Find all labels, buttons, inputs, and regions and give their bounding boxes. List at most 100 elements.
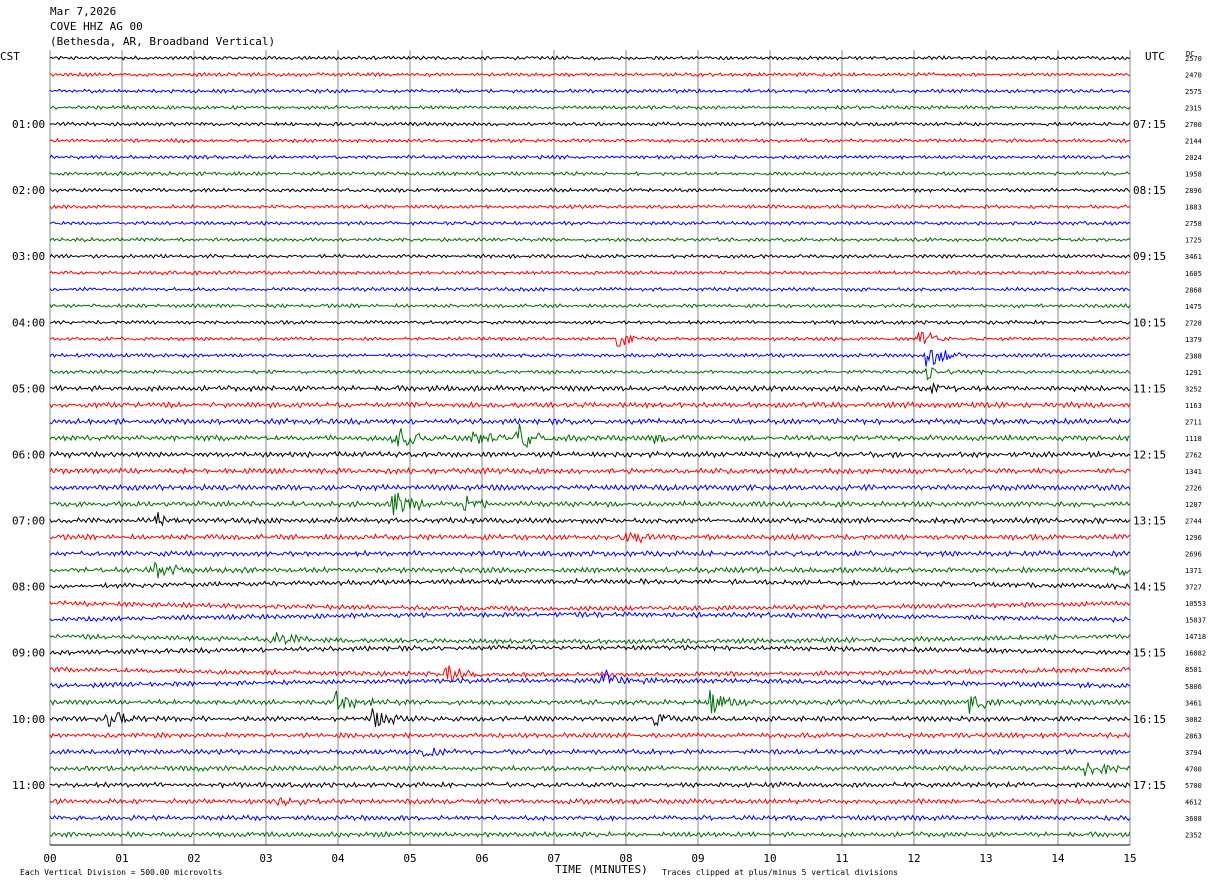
dc-offset-value: 1118 <box>1185 435 1202 443</box>
trace-line <box>49 286 1131 293</box>
right-hour-label: 15:15 <box>1133 647 1166 660</box>
footer-scale-note: Each Vertical Division = 500.00 microvol… <box>20 868 222 877</box>
left-hour-label: 09:00 <box>12 647 45 660</box>
left-hour-label: 01:00 <box>12 118 45 131</box>
trace-line <box>49 747 1131 757</box>
dc-offset-value: 2700 <box>1185 121 1202 129</box>
right-hour-label: 16:15 <box>1133 713 1166 726</box>
x-tick-label: 00 <box>43 852 56 865</box>
dc-offset-value: 2863 <box>1185 732 1202 740</box>
dc-offset-value: 2024 <box>1185 154 1202 162</box>
trace-line <box>49 796 1131 807</box>
trace-line <box>49 170 1131 177</box>
dc-offset-value: 3252 <box>1185 385 1202 393</box>
dc-offset-value: 2762 <box>1185 451 1202 459</box>
dc-offset-value: 1207 <box>1185 501 1202 509</box>
dc-offset-value: 1163 <box>1185 402 1202 410</box>
footer-clip-note: Traces clipped at plus/minus 5 vertical … <box>662 868 898 877</box>
x-tick-label: 07 <box>547 852 560 865</box>
left-hour-label: 02:00 <box>12 184 45 197</box>
dc-offset-value: 1475 <box>1185 303 1202 311</box>
minute-gridlines <box>49 50 1131 846</box>
dc-offset-value: 4700 <box>1185 765 1202 773</box>
trace-line <box>49 187 1131 194</box>
dc-offset-value: 2144 <box>1185 138 1202 146</box>
dc-offset-value: 1341 <box>1185 468 1202 476</box>
trace-line <box>49 780 1131 789</box>
x-tick-label: 08 <box>619 852 632 865</box>
trace-line <box>49 367 1131 381</box>
dc-offset-value: 2388 <box>1185 352 1202 360</box>
dc-offset-value: 2570 <box>1185 55 1202 63</box>
x-tick-label: 04 <box>331 852 345 865</box>
trace-line <box>49 761 1131 777</box>
x-tick-label: 15 <box>1123 852 1136 865</box>
left-hour-labels: 01:00 02:00 03:00 04:00 05:00 06:00 07:00 08:00… <box>12 118 45 792</box>
header-date: Mar 7,2026 <box>50 5 117 18</box>
trace-line <box>49 154 1131 161</box>
trace-line <box>49 417 1131 426</box>
trace-line <box>49 577 1131 591</box>
x-axis-label: TIME (MINUTES) <box>555 863 648 876</box>
dc-offset-value: 8501 <box>1185 666 1202 674</box>
right-hour-label: 11:15 <box>1133 382 1166 395</box>
dc-offset-value: 2575 <box>1185 88 1202 96</box>
dc-offset-value: 3794 <box>1185 749 1202 757</box>
dc-offset-value: 3461 <box>1185 699 1202 707</box>
x-tick-label: 02 <box>187 852 200 865</box>
dc-offset-value: 1291 <box>1185 369 1202 377</box>
trace-line <box>49 54 1131 61</box>
trace-line <box>49 549 1131 558</box>
dc-offset-value: 2726 <box>1185 485 1202 493</box>
x-tick-label: 13 <box>979 852 992 865</box>
dc-offset-value: 2896 <box>1185 187 1202 195</box>
right-hour-label: 10:15 <box>1133 316 1166 329</box>
trace-line <box>49 512 1131 527</box>
dc-offset-value: 2696 <box>1185 551 1202 559</box>
dc-offset-value: 1605 <box>1185 270 1202 278</box>
x-tick-label: 05 <box>403 852 416 865</box>
trace-line <box>49 814 1131 822</box>
x-tick-label: 09 <box>691 852 704 865</box>
dc-offset-value: 2868 <box>1185 286 1202 294</box>
trace-line <box>49 121 1131 128</box>
dc-offset-labels: 2570 2470 2575 2315 2700 2144 2024 1958 2896 1883… <box>1185 55 1206 839</box>
dc-offset-value: 16082 <box>1185 650 1206 658</box>
trace-line <box>49 424 1131 449</box>
right-hour-label: 14:15 <box>1133 581 1166 594</box>
trace-line <box>49 561 1131 579</box>
trace-line <box>49 669 1131 689</box>
right-hour-label: 08:15 <box>1133 184 1166 197</box>
dc-offset-value: 1379 <box>1185 336 1202 344</box>
trace-line <box>49 531 1131 544</box>
x-tick-label: 01 <box>115 852 128 865</box>
trace-line <box>49 483 1131 492</box>
x-tick-labels: 00 01 02 03 04 05 06 07 08 09 10 11 12 13 14 15 <box>43 852 1136 865</box>
dc-offset-value: 1296 <box>1185 534 1202 542</box>
dc-offset-value: 4612 <box>1185 798 1202 806</box>
x-tick-label: 12 <box>907 852 920 865</box>
trace-line <box>49 302 1131 309</box>
dc-offset-value: 2758 <box>1185 220 1202 228</box>
trace-line <box>49 253 1131 260</box>
trace-line <box>49 689 1131 714</box>
dc-header-label: DC <box>1186 50 1194 58</box>
dc-offset-value: 1883 <box>1185 204 1202 212</box>
left-timezone-label: CST <box>0 50 20 63</box>
trace-line <box>49 665 1131 683</box>
trace-line <box>49 203 1131 210</box>
trace-line <box>49 236 1131 243</box>
trace-line <box>49 381 1131 394</box>
trace-line <box>49 830 1131 839</box>
dc-offset-value: 2315 <box>1185 105 1202 113</box>
dc-offset-value: 3461 <box>1185 253 1202 261</box>
seismic-traces <box>49 54 1131 839</box>
trace-line <box>49 71 1131 78</box>
x-tick-label: 06 <box>475 852 488 865</box>
right-hour-label: 17:15 <box>1133 779 1166 792</box>
trace-line <box>49 331 1131 347</box>
dc-offset-value: 10553 <box>1185 600 1206 608</box>
left-hour-label: 07:00 <box>12 515 45 528</box>
header-location: (Bethesda, AR, Broadband Vertical) <box>50 35 276 48</box>
